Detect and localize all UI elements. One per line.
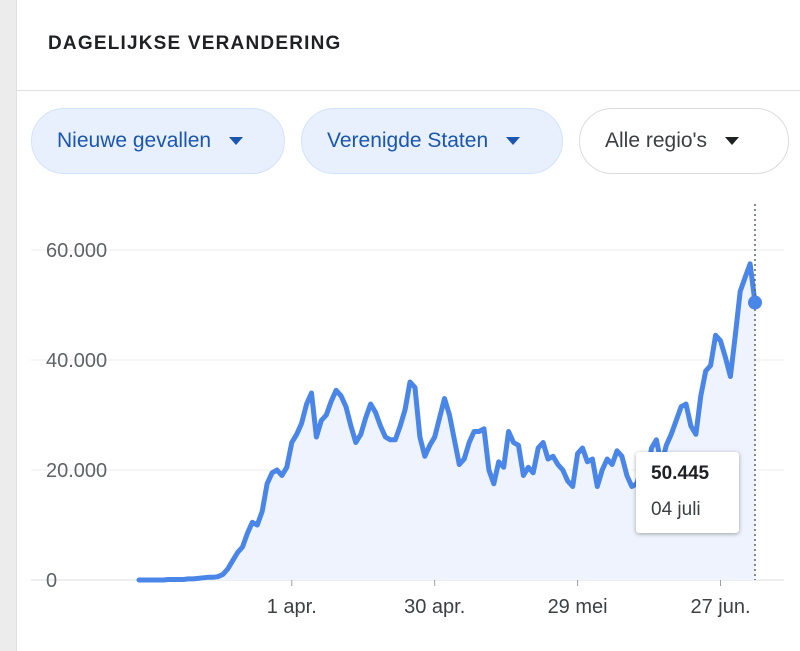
tooltip-date: 04 juli <box>651 499 701 520</box>
caret-down-icon <box>229 137 244 145</box>
country-dropdown-label: Verenigde Staten <box>327 129 489 152</box>
x-tick-label: 27 jun. <box>690 596 750 618</box>
x-axis-ticks: 1 apr. 30 apr. 29 mei 27 jun. <box>267 580 751 618</box>
card-title: DAGELIJKSE VERANDERING <box>48 33 342 54</box>
series-line <box>136 261 758 583</box>
caret-down-icon <box>725 137 740 145</box>
area-path <box>139 263 755 580</box>
divider <box>17 90 800 91</box>
y-tick-label: 40.000 <box>46 350 107 372</box>
highlight-point <box>748 295 762 310</box>
country-dropdown[interactable]: Verenigde Staten <box>301 108 563 174</box>
y-tick-label: 20.000 <box>46 460 107 482</box>
hover-cursor <box>748 204 762 580</box>
metric-dropdown-label: Nieuwe gevallen <box>57 129 212 152</box>
y-tick-label: 60.000 <box>46 240 107 262</box>
region-dropdown[interactable]: Alle regio's <box>579 108 789 174</box>
x-tick-label: 30 apr. <box>404 596 465 618</box>
chart-tooltip: 50.445 04 juli <box>636 452 739 533</box>
tooltip-value: 50.445 <box>651 463 710 484</box>
x-tick-label: 29 mei <box>548 596 608 618</box>
y-tick-label: 0 <box>46 570 57 592</box>
region-dropdown-label: Alle regio's <box>605 129 708 152</box>
x-tick-label: 1 apr. <box>267 596 317 618</box>
metric-dropdown[interactable]: Nieuwe gevallen <box>31 108 285 174</box>
line-path <box>136 261 758 583</box>
area-fill <box>139 263 755 580</box>
y-axis-labels: 0 20.000 40.000 60.000 <box>46 240 107 592</box>
caret-down-icon <box>506 137 521 145</box>
